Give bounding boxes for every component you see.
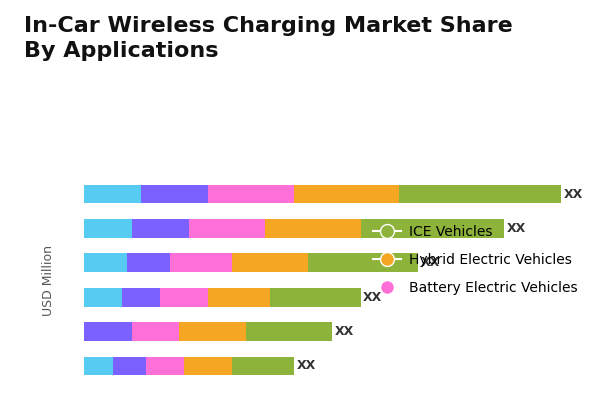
Bar (127, 253, 170, 272)
Bar (84, 356, 113, 376)
Bar (232, 356, 294, 376)
Bar (294, 184, 399, 204)
Text: XX: XX (506, 222, 526, 235)
Bar (132, 322, 179, 341)
Bar (84, 184, 142, 204)
Bar (122, 288, 160, 307)
Bar (184, 356, 232, 376)
Text: XX: XX (335, 325, 354, 338)
Bar (270, 288, 361, 307)
Bar (113, 356, 146, 376)
Bar (399, 184, 561, 204)
Text: XX: XX (563, 188, 583, 200)
Bar (208, 184, 294, 204)
Bar (179, 322, 246, 341)
Bar (146, 356, 184, 376)
Bar (132, 219, 189, 238)
Text: XX: XX (421, 256, 440, 269)
Bar (170, 253, 232, 272)
Text: USD Million: USD Million (43, 244, 55, 316)
Bar (265, 219, 361, 238)
Bar (189, 219, 265, 238)
Bar (142, 184, 208, 204)
Bar (208, 288, 270, 307)
Bar (232, 253, 308, 272)
Bar (84, 288, 122, 307)
Text: XX: XX (363, 291, 382, 304)
Legend: ICE Vehicles, Hybrid Electric Vehicles, Battery Electric Vehicles: ICE Vehicles, Hybrid Electric Vehicles, … (367, 220, 583, 301)
Text: In-Car Wireless Charging Market Share
By Applications: In-Car Wireless Charging Market Share By… (24, 16, 513, 61)
Bar (84, 253, 127, 272)
Bar (84, 322, 132, 341)
Bar (84, 219, 132, 238)
Bar (308, 253, 418, 272)
Bar (160, 288, 208, 307)
Text: XX: XX (296, 360, 316, 372)
Bar (246, 322, 332, 341)
Bar (361, 219, 504, 238)
